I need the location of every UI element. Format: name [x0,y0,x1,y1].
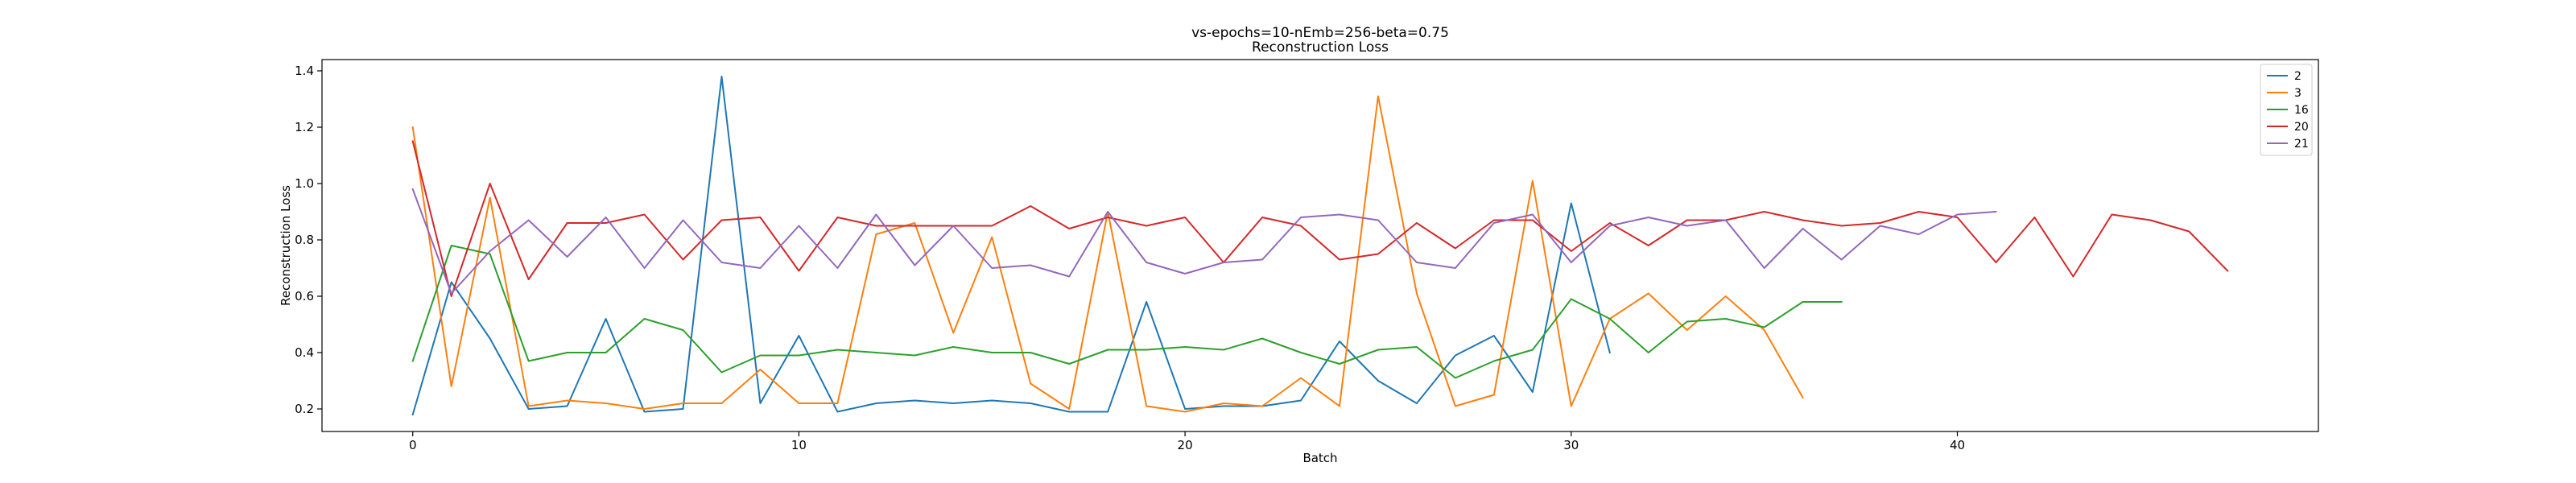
y-tick-label: 1.0 [295,176,314,191]
legend-label-21: 21 [2294,138,2309,151]
x-tick-label: 0 [409,438,417,452]
series-line-2 [411,76,1611,416]
plot-frame [321,59,2319,432]
x-tick-label: 30 [1563,438,1579,452]
x-axis: 0 10 20 30 40 [409,431,1965,452]
y-axis: 0.2 0.4 0.6 0.8 1.0 1.2 1.4 [295,64,322,416]
y-tick-label: 1.4 [295,64,314,78]
y-tick-label: 0.2 [295,402,314,416]
plot-area [411,76,2229,416]
x-tick-label: 20 [1178,438,1193,452]
legend-label-2: 2 [2294,70,2301,83]
legend-label-16: 16 [2294,104,2309,117]
x-tick-label: 10 [791,438,807,452]
y-tick-label: 0.8 [295,233,314,247]
legend-label-20: 20 [2294,121,2309,134]
chart-title: vs-epochs=10-nEmb=256-beta=0.75 [1191,25,1449,41]
y-tick-label: 0.4 [295,345,314,360]
x-axis-label: Batch [1302,451,1337,465]
chart-subtitle: Reconstruction Loss [1252,39,1389,56]
legend-label-3: 3 [2294,87,2301,100]
y-tick-label: 0.6 [295,289,314,303]
x-tick-label: 40 [1950,438,1965,452]
y-tick-label: 1.2 [295,120,314,134]
y-axis-label: Reconstruction Loss [279,185,293,306]
series-line-21 [411,188,1997,295]
series-line-16 [411,245,1843,379]
legend: 2 3 16 20 21 [2260,64,2313,156]
series-line-20 [411,140,2229,297]
